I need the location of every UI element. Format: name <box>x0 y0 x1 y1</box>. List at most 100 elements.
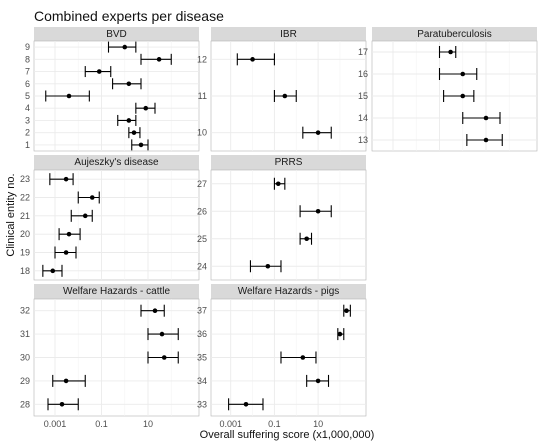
point-estimate <box>161 355 167 360</box>
panel-background <box>210 169 367 281</box>
y-tick-label: 9 <box>25 42 30 52</box>
point-estimate <box>63 250 69 255</box>
point-estimate <box>152 308 158 314</box>
point-estimate <box>138 142 144 148</box>
point-estimate <box>304 236 309 242</box>
point-estimate <box>460 71 466 77</box>
y-axis-title: Clinical entity no. <box>5 173 17 256</box>
y-tick-label: 22 <box>20 193 30 203</box>
y-tick-label: 31 <box>20 329 30 339</box>
point-estimate <box>89 195 95 200</box>
point-estimate <box>315 208 321 214</box>
x-tick-label: 0.001 <box>44 419 67 429</box>
y-tick-label: 8 <box>25 54 30 64</box>
y-tick-label: 33 <box>197 399 207 409</box>
y-tick-label: 14 <box>358 113 368 123</box>
point-estimate <box>282 93 288 99</box>
panel-strip <box>372 27 537 41</box>
y-tick-label: 1 <box>25 140 30 150</box>
point-estimate <box>156 57 162 62</box>
y-tick-label: 7 <box>25 67 30 77</box>
panel-strip-label: BVD <box>106 29 127 40</box>
point-estimate <box>63 378 69 384</box>
y-tick-label: 5 <box>25 91 30 101</box>
panel-strip <box>211 27 366 41</box>
y-tick-label: 4 <box>25 103 30 113</box>
point-estimate <box>483 137 489 143</box>
y-tick-label: 19 <box>20 248 30 258</box>
chart-title: Combined experts per disease <box>34 8 224 24</box>
point-estimate <box>82 213 88 219</box>
point-estimate <box>483 115 489 121</box>
point-estimate <box>143 105 149 111</box>
point-estimate <box>66 231 72 237</box>
point-estimate <box>300 355 306 360</box>
panel-strip-label: Welfare Hazards - pigs <box>238 286 340 297</box>
x-tick-label: 0.1 <box>268 419 281 429</box>
point-estimate <box>59 402 65 407</box>
panel-strip <box>34 155 199 170</box>
point-estimate <box>96 69 102 74</box>
y-tick-label: 18 <box>20 266 30 276</box>
y-tick-label: 25 <box>197 234 207 244</box>
y-tick-label: 11 <box>198 91 207 101</box>
x-tick-label: 0.1 <box>95 419 108 429</box>
panel-strip <box>34 27 199 41</box>
panel-strip-label: Paratuberculosis <box>417 29 491 40</box>
panel-strip <box>34 284 199 299</box>
y-tick-label: 17 <box>358 47 368 57</box>
panel-strip <box>211 155 366 170</box>
y-tick-label: 30 <box>20 353 30 363</box>
y-tick-label: 13 <box>358 135 368 145</box>
x-tick-label: 10 <box>313 419 323 429</box>
y-tick-label: 21 <box>20 211 30 221</box>
y-tick-label: 3 <box>25 115 30 125</box>
y-tick-label: 26 <box>197 206 207 216</box>
point-estimate <box>122 44 128 50</box>
point-estimate <box>337 331 343 337</box>
point-estimate <box>315 378 321 384</box>
panel-strip-label: Welfare Hazards - cattle <box>63 286 171 297</box>
point-estimate <box>315 130 321 135</box>
panel-strip-label: IBR <box>280 29 297 40</box>
y-tick-label: 20 <box>20 229 30 239</box>
point-estimate <box>243 402 249 407</box>
point-estimate <box>126 81 132 87</box>
y-tick-label: 35 <box>197 353 207 363</box>
y-tick-label: 32 <box>20 306 30 316</box>
x-axis-tick-labels: 0.001 0.1 10 0.001 0.1 10 <box>44 419 323 429</box>
point-estimate <box>50 268 56 274</box>
point-estimate <box>275 181 281 187</box>
panel-strip <box>211 284 366 299</box>
point-estimate <box>250 57 255 62</box>
y-tick-label: 12 <box>197 54 207 64</box>
y-tick-label: 16 <box>358 69 368 79</box>
y-tick-label: 37 <box>197 306 207 316</box>
y-tick-label: 2 <box>25 128 30 138</box>
x-axis-title: Overall suffering score (x1,000,000) <box>200 429 375 441</box>
y-tick-label: 6 <box>25 79 30 89</box>
x-tick-label: 0.001 <box>219 419 242 429</box>
y-tick-label: 28 <box>20 399 30 409</box>
y-tick-label: 23 <box>20 174 30 184</box>
y-tick-label: 24 <box>197 261 207 271</box>
point-estimate <box>126 118 132 123</box>
y-tick-label: 34 <box>197 376 207 386</box>
y-tick-label: 27 <box>197 179 207 189</box>
point-estimate <box>448 49 453 55</box>
point-estimate <box>344 308 349 314</box>
point-estimate <box>63 176 69 182</box>
point-estimate <box>265 263 271 269</box>
panel-grid: BVD987654321IBR121110Paratuberculosis171… <box>20 27 538 417</box>
point-estimate <box>66 93 72 99</box>
panel-background <box>33 169 200 281</box>
y-tick-label: 29 <box>20 376 30 386</box>
point-estimate <box>460 93 466 99</box>
panel-strip-label: Aujeszky's disease <box>74 157 159 168</box>
panel-strip-label: PRRS <box>275 157 303 168</box>
point-estimate <box>131 130 137 135</box>
x-tick-label: 10 <box>143 419 153 429</box>
y-tick-label: 15 <box>358 91 368 101</box>
y-tick-label: 36 <box>197 329 207 339</box>
